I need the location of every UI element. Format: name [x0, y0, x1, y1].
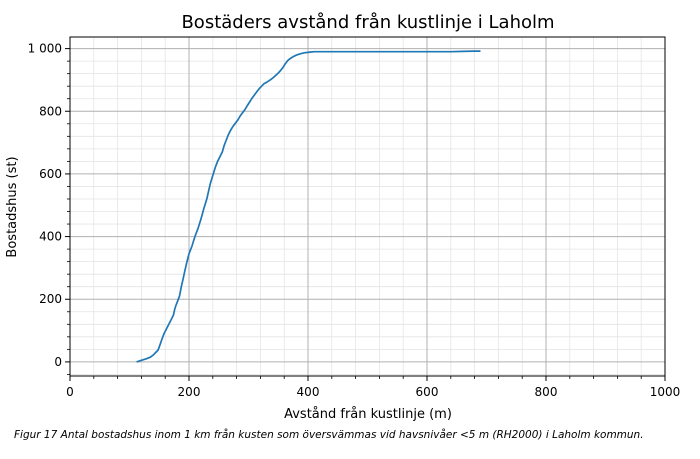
y-tick-label: 800	[39, 104, 62, 118]
series-line	[136, 50, 481, 363]
x-tick-label: 400	[297, 385, 320, 399]
y-tick-label: 200	[39, 292, 62, 306]
y-tick-labels: 0 200 400 600 800 1 000	[28, 42, 62, 369]
tick-marks	[65, 48, 666, 381]
x-tick-label: 200	[178, 385, 201, 399]
x-tick-label: 0	[66, 385, 74, 399]
x-tick-labels: 0 200 400 600 800 1000	[66, 385, 680, 399]
x-tick-label: 600	[416, 385, 439, 399]
y-tick-label: 400	[39, 230, 62, 244]
x-tick-label: 1000	[650, 385, 681, 399]
y-tick-label: 0	[54, 355, 62, 369]
y-tick-label: 1 000	[28, 42, 62, 56]
x-tick-label: 800	[535, 385, 558, 399]
y-axis-label: Bostadshus (st)	[5, 156, 20, 257]
minor-gridlines	[70, 37, 665, 376]
figure-caption: Figur 17 Antal bostadshus inom 1 km från…	[14, 429, 644, 441]
chart-title: Bostäders avstånd från kustlinje i Lahol…	[181, 12, 554, 33]
y-tick-label: 600	[39, 167, 62, 181]
x-axis-label: Avstånd från kustlinje (m)	[284, 407, 452, 422]
plot-area	[69, 36, 666, 377]
